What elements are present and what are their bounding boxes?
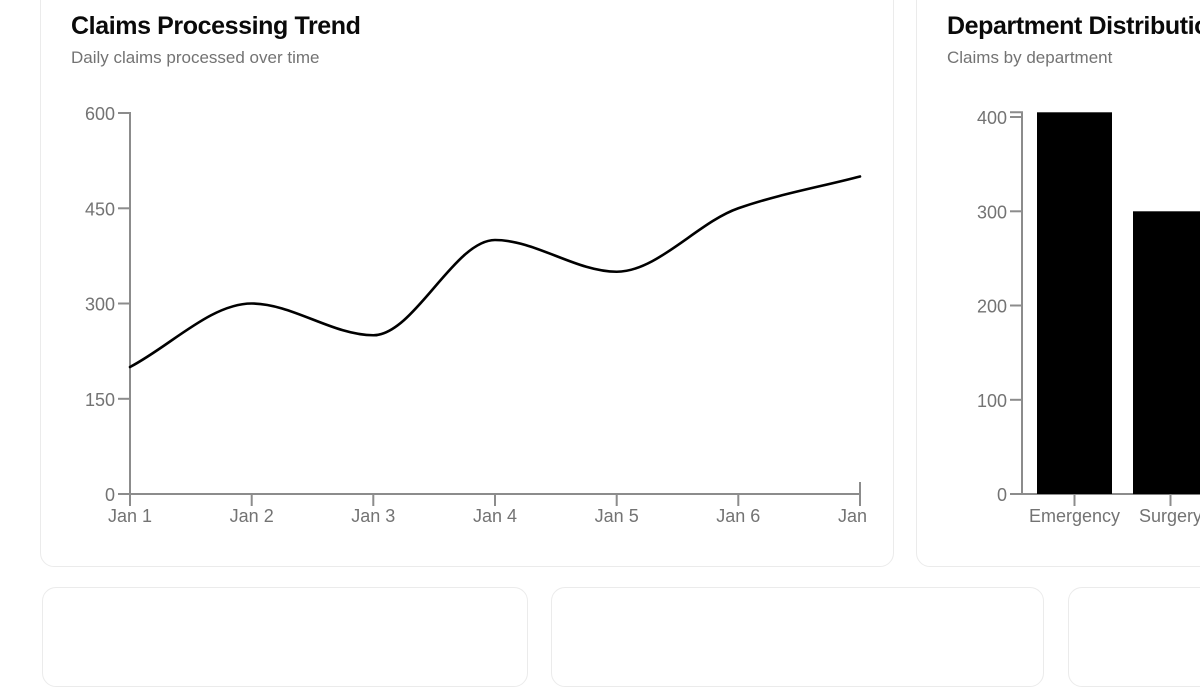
axis-domain — [1010, 111, 1200, 495]
card-subtitle: Claims by department — [947, 48, 1113, 67]
x-tick-label: Jan 3 — [351, 506, 395, 526]
clipped-card-bottom-1 — [42, 587, 528, 687]
card-subtitle: Daily claims processed over time — [71, 48, 320, 67]
x-tick-label: Jan 1 — [108, 506, 152, 526]
clipped-card-bottom-3 — [1068, 587, 1200, 687]
y-tick-label: 150 — [85, 390, 115, 410]
trend-line — [128, 175, 862, 369]
department-distribution-bar-chart: 0 100 200 300 400 Emergency Surgery — [977, 108, 1200, 526]
x-tick-label: Jan 5 — [595, 506, 639, 526]
y-tick-label: 200 — [977, 297, 1007, 317]
y-tick-label: 100 — [977, 391, 1007, 411]
x-tick-label: Jan 2 — [230, 506, 274, 526]
card-title: Claims Processing Trend — [71, 12, 361, 40]
x-tick-label: Jan 6 — [716, 506, 760, 526]
y-tick-label: 400 — [977, 108, 1007, 128]
y-tick-label: 300 — [85, 295, 115, 315]
x-tick-label: Jan 4 — [473, 506, 517, 526]
card-title: Department Distribution — [947, 12, 1200, 40]
y-tick-label: 0 — [997, 485, 1007, 505]
x-tick-label: Jan 7 — [838, 506, 870, 526]
bar-surgery — [1133, 211, 1200, 495]
y-tick-label: 450 — [85, 199, 115, 219]
y-tick-label: 600 — [85, 104, 115, 124]
clipped-card-bottom-2 — [551, 587, 1044, 687]
claims-trend-line-chart: 0 150 300 450 600 Jan 1 Jan 2 Jan 3 Jan 4 Jan 5 Ja… — [85, 104, 870, 526]
bar-emergency — [1037, 112, 1112, 495]
claims-trend-card: Claims Processing Trend Daily claims pro… — [40, 0, 894, 567]
axis-domain — [118, 112, 861, 495]
y-tick-label: 300 — [977, 202, 1007, 222]
x-tick-label: Emergency — [1029, 506, 1120, 526]
department-distribution-card: Department Distribution Claims by depart… — [916, 0, 1200, 567]
y-tick-label: 0 — [105, 485, 115, 505]
x-tick-label: Surgery — [1139, 506, 1200, 526]
